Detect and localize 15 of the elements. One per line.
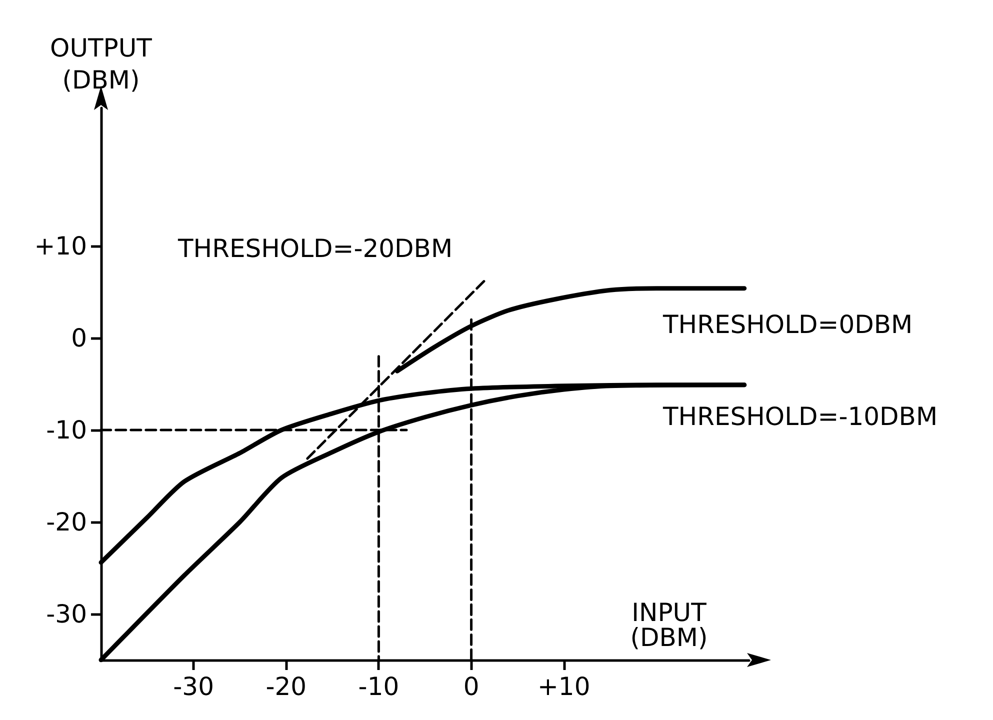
annotation: THRESHOLD=-10DBM bbox=[662, 402, 938, 431]
x-tick-label: -20 bbox=[266, 672, 307, 701]
x-tick-label: 0 bbox=[463, 672, 480, 701]
y-tick-label: +10 bbox=[34, 232, 87, 260]
y-axis-title: OUTPUT (DBM) bbox=[50, 34, 153, 94]
y-tick-label: -20 bbox=[46, 508, 87, 536]
x-axis-title: INPUT (DBM) bbox=[630, 598, 708, 652]
y-tick-label: 0 bbox=[71, 324, 87, 352]
x-tick-label: -30 bbox=[173, 672, 214, 701]
x-tick-label: -10 bbox=[358, 672, 400, 701]
annotation: THRESHOLD=0DBM bbox=[662, 310, 913, 339]
y-tick-label: -10 bbox=[46, 416, 87, 444]
y-tick-label: -30 bbox=[46, 600, 87, 628]
annotation: THRESHOLD=-20DBM bbox=[177, 234, 453, 263]
x-tick-label: +10 bbox=[537, 672, 590, 701]
